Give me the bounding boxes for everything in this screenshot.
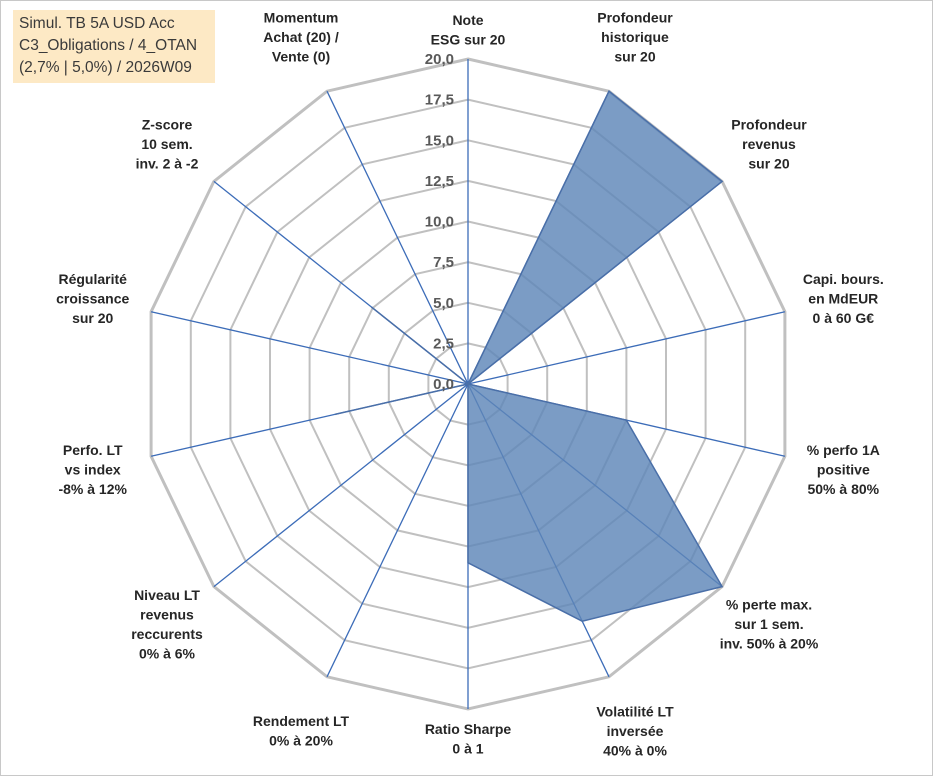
spoke-9 [326, 383, 469, 678]
axis-label-9: Rendement LT 0% à 20% [253, 713, 350, 749]
spoke-10 [213, 383, 469, 588]
axis-label-4: Capi. bours. en MdEUR 0 à 60 G€ [803, 271, 884, 326]
axis-label-line: Capi. bours. [803, 271, 884, 287]
axis-label-line: Momentum [264, 10, 339, 26]
tick-label: 10,0 [425, 214, 454, 231]
tick-label: 17,5 [425, 92, 454, 109]
axis-label-3: Profondeur revenus sur 20 [731, 117, 807, 172]
axis-label-line: 40% à 0% [603, 742, 667, 758]
axis-label-line: Rendement LT [253, 713, 350, 729]
axis-label-line: Volatilité LT [596, 703, 674, 719]
axis-label-line: 0% à 20% [269, 733, 333, 749]
axis-label-line: Niveau LT [134, 587, 200, 603]
axis-label-line: 0% à 6% [139, 645, 196, 661]
axis-label-12: Régularité croissance sur 20 [56, 271, 129, 326]
axis-label-11: Perfo. LT vs index -8% à 12% [58, 442, 127, 497]
spoke-14 [326, 90, 469, 385]
tick-label: 12,5 [425, 173, 454, 190]
axis-label-line: Note [452, 12, 483, 28]
axis-label-line: -8% à 12% [58, 481, 127, 497]
tick-label: 7,5 [433, 254, 454, 271]
axis-label-line: Régularité [58, 271, 127, 287]
axis-label-line: inv. 50% à 20% [720, 636, 819, 652]
title-line-3: (2,7% | 5,0%) / 2026W09 [19, 59, 192, 76]
axis-label-line: Ratio Sharpe [425, 721, 512, 737]
axis-label-line: vs index [65, 462, 121, 478]
axis-label-6: % perte max. sur 1 sem. inv. 50% à 20% [720, 597, 819, 652]
radar-series [334, 90, 724, 622]
axis-label-line: 0 à 1 [452, 740, 483, 756]
series-area [334, 90, 724, 622]
axis-label-line: inv. 2 à -2 [136, 156, 199, 172]
axis-label-line: en MdEUR [808, 290, 878, 306]
axis-label-line: ESG sur 20 [431, 31, 506, 47]
spoke-12 [150, 311, 469, 385]
tick-label: 2,5 [433, 335, 454, 352]
axis-label-line: sur 20 [748, 156, 789, 172]
axis-label-line: reccurents [131, 626, 203, 642]
axis-label-line: 10 sem. [141, 136, 192, 152]
spoke-4 [467, 311, 786, 385]
axis-label-line: Perfo. LT [63, 442, 123, 458]
tick-label: 15,0 [425, 132, 454, 149]
axis-label-line: revenus [140, 606, 194, 622]
title-line-1: Simul. TB 5A USD Acc [19, 15, 175, 32]
axis-label-7: Volatilité LT inversée 40% à 0% [596, 703, 674, 758]
radar-tick-labels: 0,0 2,5 5,0 7,5 10,0 12,5 15,0 17,5 20,0 [425, 51, 454, 393]
axis-label-line: sur 20 [72, 310, 113, 326]
axis-label-line: historique [601, 29, 669, 45]
axis-label-2: Profondeur historique sur 20 [597, 10, 673, 65]
axis-label-line: Z-score [142, 117, 193, 133]
axis-label-line: Achat (20) / [263, 29, 339, 45]
axis-label-line: % perfo 1A [807, 442, 880, 458]
axis-label-line: positive [817, 462, 870, 478]
chart-title-box: Simul. TB 5A USD Acc C3_Obligations / 4_… [13, 10, 215, 83]
tick-label: 0,0 [433, 376, 454, 393]
axis-label-line: 50% à 80% [807, 481, 879, 497]
radar-axis-labels: Note ESG sur 20 Profondeur historique sur 20… [56, 10, 884, 759]
axis-label-5: % perfo 1A positive 50% à 80% [807, 442, 880, 497]
axis-label-14: Momentum Achat (20) / Vente (0) [263, 10, 339, 65]
tick-label: 20,0 [425, 51, 454, 68]
axis-label-line: Profondeur [597, 10, 673, 26]
axis-label-line: croissance [56, 290, 129, 306]
title-line-2: C3_Obligations / 4_OTAN [19, 37, 198, 54]
axis-label-line: revenus [742, 136, 796, 152]
axis-label-line: sur 1 sem. [734, 616, 803, 632]
axis-label-line: % perte max. [726, 597, 812, 613]
axis-label-13: Z-score 10 sem. inv. 2 à -2 [136, 117, 199, 172]
axis-label-line: Vente (0) [272, 49, 330, 65]
axis-label-line: sur 20 [614, 49, 655, 65]
axis-label-line: inversée [607, 723, 664, 739]
axis-label-10: Niveau LT revenus reccurents 0% à 6% [131, 587, 203, 662]
axis-label-8: Ratio Sharpe 0 à 1 [425, 721, 512, 757]
axis-label-1: Note ESG sur 20 [431, 12, 506, 48]
axis-label-line: Profondeur [731, 117, 807, 133]
axis-label-line: 0 à 60 G€ [813, 310, 875, 326]
tick-label: 5,0 [433, 295, 454, 312]
